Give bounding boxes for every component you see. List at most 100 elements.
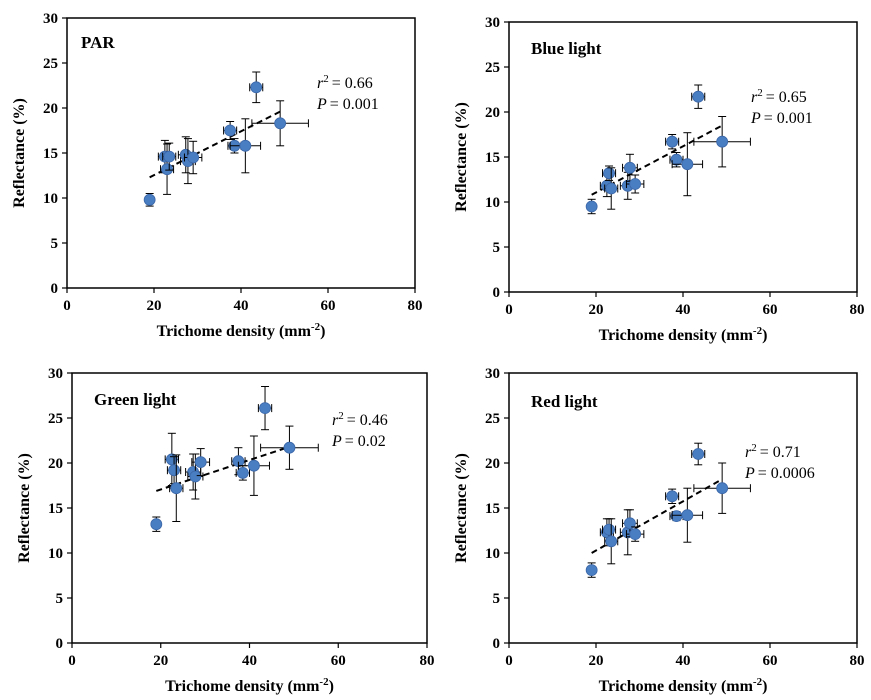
data-point xyxy=(183,140,203,175)
y-tick-label: 20 xyxy=(485,105,500,121)
y-tick-label: 20 xyxy=(48,456,63,472)
y-tick-label: 25 xyxy=(48,411,63,427)
y-tick-label: 15 xyxy=(48,501,63,517)
data-marker xyxy=(605,182,618,195)
x-tick-label: 40 xyxy=(242,653,257,669)
y-tick-label: 10 xyxy=(485,195,500,211)
data-marker xyxy=(143,193,156,206)
data-point xyxy=(249,71,264,104)
data-marker xyxy=(716,482,729,495)
data-marker xyxy=(224,124,237,137)
data-marker xyxy=(624,161,636,174)
y-tick-label: 5 xyxy=(493,591,501,607)
plot-frame xyxy=(66,17,416,289)
p-value-label: P = 0.0006 xyxy=(744,465,815,482)
x-tick-label: 0 xyxy=(505,653,513,669)
r-squared-label: r2 = 0.71 xyxy=(745,442,801,461)
y-tick-label: 10 xyxy=(48,546,63,562)
x-axis-label: Trichome density (mm-2) xyxy=(599,676,768,695)
data-marker xyxy=(605,535,618,548)
y-tick-label: 15 xyxy=(43,146,58,162)
y-tick-label: 10 xyxy=(43,191,58,207)
r-squared-label: r2 = 0.66 xyxy=(317,73,373,92)
panel-title: Red light xyxy=(531,392,598,411)
y-tick-label: 30 xyxy=(48,366,63,382)
x-tick-label: 80 xyxy=(850,302,865,318)
panel-1: 0 5 10 15 20 25 30 0 20 40 60 80 Trichome density (m… xyxy=(11,11,423,340)
data-point xyxy=(162,142,177,171)
data-marker xyxy=(692,448,705,460)
data-point xyxy=(604,518,619,565)
panel-3: 0 5 10 15 20 25 30 0 20 40 60 80 Trichome density (m… xyxy=(16,366,435,695)
data-marker xyxy=(168,464,180,477)
data-point xyxy=(693,116,751,168)
data-marker xyxy=(283,441,296,454)
x-tick-label: 40 xyxy=(676,653,691,669)
data-point xyxy=(625,174,645,194)
data-point xyxy=(693,462,751,514)
data-point xyxy=(585,198,598,215)
data-marker xyxy=(163,150,176,163)
x-tick-label: 20 xyxy=(153,653,168,669)
x-axis-label: Trichome density (mm-2) xyxy=(157,321,326,340)
x-axis-label: Trichome density (mm-2) xyxy=(599,325,768,344)
data-point xyxy=(665,134,680,150)
r-squared-label: r2 = 0.46 xyxy=(332,410,388,429)
y-tick-label: 30 xyxy=(485,366,500,382)
data-marker xyxy=(681,509,694,522)
data-point xyxy=(143,193,156,207)
y-tick-label: 0 xyxy=(493,285,501,301)
data-point xyxy=(260,425,319,470)
plot-frame xyxy=(508,372,858,644)
panel-title: Blue light xyxy=(531,39,602,58)
x-tick-label: 60 xyxy=(321,298,336,314)
data-marker xyxy=(170,482,183,495)
p-value-label: P = 0.001 xyxy=(316,96,379,113)
y-tick-label: 25 xyxy=(43,56,58,72)
y-tick-label: 15 xyxy=(485,150,500,166)
data-point xyxy=(150,516,163,532)
data-marker xyxy=(274,117,287,130)
data-point xyxy=(169,454,184,522)
data-point xyxy=(602,165,617,181)
y-axis-label: Reflectance (%) xyxy=(453,453,470,563)
y-tick-label: 25 xyxy=(485,60,500,76)
data-point xyxy=(229,118,262,174)
y-tick-label: 5 xyxy=(51,236,59,252)
data-marker xyxy=(194,456,207,469)
data-marker xyxy=(603,167,615,180)
p-value-label: P = 0.001 xyxy=(750,110,813,127)
data-marker xyxy=(236,466,249,479)
data-marker xyxy=(259,402,271,415)
data-marker xyxy=(666,135,679,148)
x-tick-label: 60 xyxy=(331,653,346,669)
data-marker xyxy=(585,200,598,213)
x-tick-label: 40 xyxy=(234,298,249,314)
data-point xyxy=(625,526,645,542)
data-marker xyxy=(239,139,252,152)
x-tick-label: 20 xyxy=(589,302,604,318)
data-point xyxy=(235,465,250,481)
y-tick-label: 30 xyxy=(485,15,500,31)
data-point xyxy=(604,167,619,210)
x-tick-label: 60 xyxy=(763,653,778,669)
y-tick-label: 0 xyxy=(493,636,501,652)
x-tick-label: 20 xyxy=(589,653,604,669)
y-tick-label: 15 xyxy=(485,501,500,517)
y-tick-label: 20 xyxy=(485,456,500,472)
p-value-label: P = 0.02 xyxy=(331,433,386,450)
data-point xyxy=(585,562,598,578)
data-point xyxy=(665,488,680,504)
r-squared-label: r2 = 0.65 xyxy=(751,87,807,106)
data-marker xyxy=(681,158,694,171)
x-tick-label: 20 xyxy=(147,298,162,314)
data-marker xyxy=(248,459,260,472)
x-tick-label: 60 xyxy=(763,302,778,318)
x-tick-label: 80 xyxy=(420,653,435,669)
data-marker xyxy=(624,517,636,530)
data-point xyxy=(622,153,638,182)
data-marker xyxy=(670,153,683,166)
data-point xyxy=(691,84,706,109)
y-tick-label: 25 xyxy=(485,411,500,427)
